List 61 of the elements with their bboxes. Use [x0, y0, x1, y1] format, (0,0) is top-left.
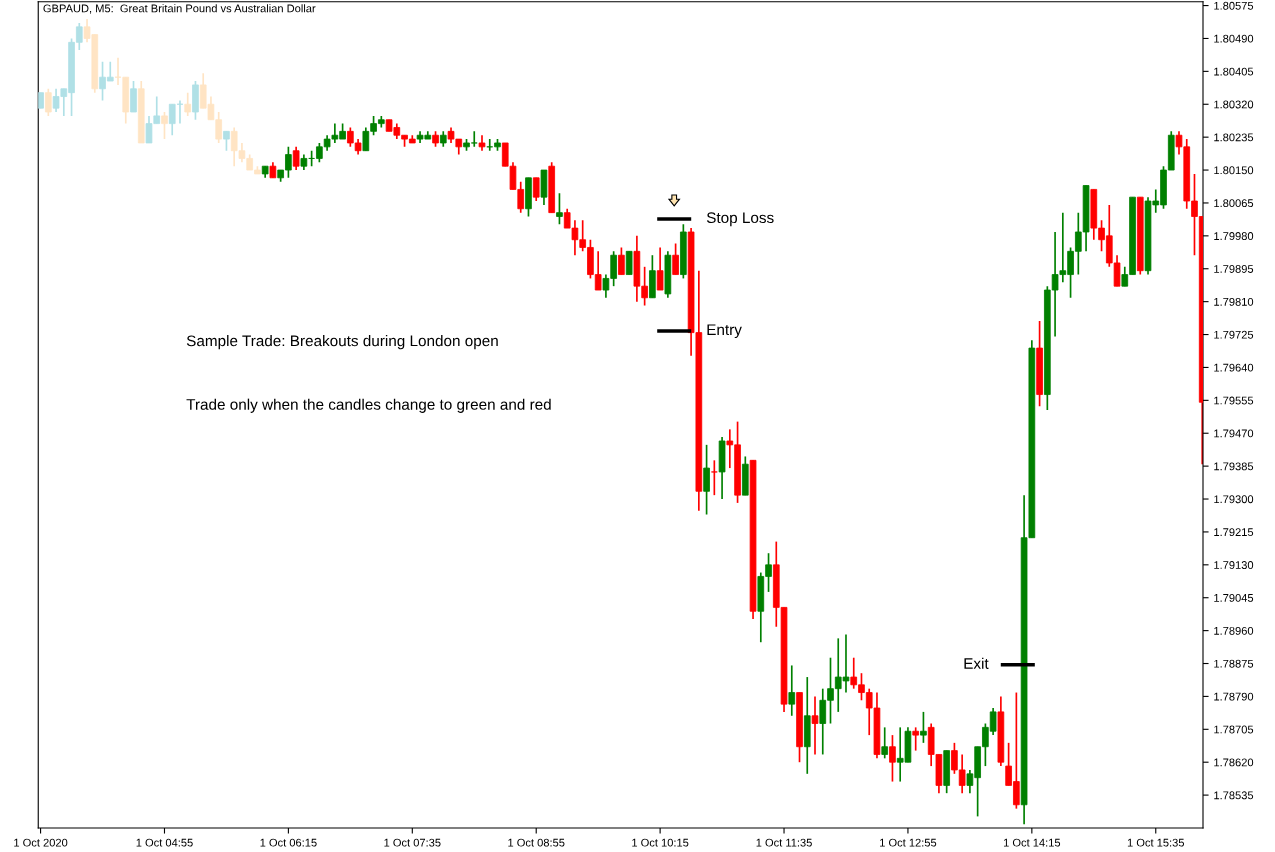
y-tick-label: 1.79300 [1214, 495, 1254, 504]
candlestick [703, 444, 710, 516]
y-tick-label: 1.79470 [1214, 429, 1254, 438]
y-tick-label: 1.80235 [1214, 133, 1254, 142]
y-tick-label: 1.78875 [1214, 659, 1254, 668]
candlestick [532, 176, 540, 202]
candlestick [130, 80, 137, 113]
y-tick-label: 1.78790 [1214, 692, 1254, 701]
x-tick-label: 1 Oct 04:55 [136, 838, 193, 847]
candlestick [161, 111, 168, 140]
y-tick-label: 1.79555 [1214, 396, 1254, 405]
y-tick-label: 1.79215 [1214, 528, 1254, 537]
annotation: Entry [707, 324, 742, 339]
candlestick [711, 459, 718, 496]
y-tick-label: 1.80405 [1214, 67, 1254, 76]
x-tick-label: 1 Oct 14:15 [1003, 838, 1061, 847]
y-tick-label: 1.78620 [1214, 758, 1254, 767]
y-tick-label: 1.78535 [1214, 791, 1254, 800]
candlestick [920, 711, 927, 744]
y-tick-label: 1.79980 [1214, 232, 1254, 240]
x-tick-label: 1 Oct 07:35 [384, 838, 441, 847]
x-tick-label: 1 Oct 08:55 [508, 838, 565, 847]
candlestick [292, 146, 300, 171]
candlestick [881, 726, 889, 760]
candlestick [44, 87, 52, 117]
y-tick-label: 1.79640 [1214, 363, 1254, 372]
y-tick-label: 1.80490 [1214, 34, 1254, 43]
x-tick-label: 1 Oct 11:35 [756, 838, 812, 847]
annotation: Sample Trade: Breakouts during London open [186, 335, 498, 350]
annotation: Exit [964, 657, 989, 669]
y-tick-label: 1.80320 [1214, 100, 1254, 109]
x-tick-label: 1 Oct 12:55 [880, 838, 937, 847]
candlestick [811, 695, 819, 756]
y-tick-label: 1.78960 [1214, 626, 1254, 635]
x-tick-label: 1 Oct 2020 [14, 838, 68, 847]
y-tick-label: 1.79810 [1214, 297, 1254, 306]
y-tick-label: 1.80065 [1214, 199, 1254, 208]
y-tick-label: 1.79385 [1214, 462, 1254, 471]
candlestick [184, 91, 192, 117]
x-tick-label: 1 Oct 15:35 [1127, 838, 1185, 847]
y-tick-label: 1.78705 [1214, 725, 1254, 734]
candlestick [912, 726, 920, 752]
x-tick-label: 1 Oct 06:15 [260, 838, 317, 847]
candlestick [788, 664, 796, 717]
candlestick [656, 246, 664, 291]
y-tick-label: 1.79725 [1214, 330, 1254, 339]
candlestick [672, 242, 679, 276]
annotation: Stop Loss [706, 212, 774, 227]
y-tick-label: 1.80575 [1214, 1, 1254, 10]
candlestick [625, 250, 633, 276]
candlestick [556, 192, 563, 226]
y-tick-label: 1.79045 [1214, 593, 1254, 602]
candlestick [889, 734, 896, 783]
candlestick [223, 130, 230, 152]
candlestick [618, 246, 625, 276]
chart-title: GBPAUD, M5: Great Britain Pound vs Australian Dollar [43, 4, 316, 14]
y-tick-label: 1.79895 [1214, 265, 1254, 273]
x-tick-label: 1 Oct 10:15 [632, 838, 689, 847]
y-tick-label: 1.79130 [1214, 561, 1254, 569]
annotation: Trade only when the candles change to green and red [186, 398, 551, 413]
y-tick-label: 1.80150 [1214, 166, 1254, 175]
